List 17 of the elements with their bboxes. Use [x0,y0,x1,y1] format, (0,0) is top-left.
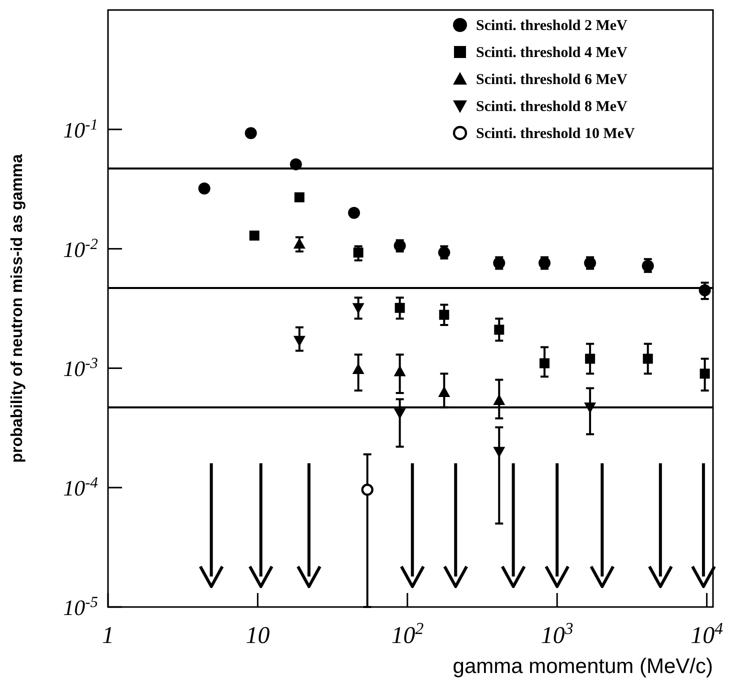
x-tick-label: 10$^{4}$ [690,618,724,649]
x-tick-label: 10$^{2}$ [391,618,424,649]
x-tick-label: 1 [102,623,114,649]
x-tick-label: 10 [246,623,270,649]
legend-label: Scinti. threshold 2 MeV [476,18,628,34]
y-tick-label: 10$^{-2}$ [63,235,98,262]
legend-label: Scinti. threshold 10 MeV [476,126,636,142]
y-tick-label: 10$^{-3}$ [63,354,98,382]
legend-label: Scinti. threshold 8 MeV [476,99,628,115]
legend-label: Scinti. threshold 4 MeV [476,45,628,61]
y-axis-title: probability of neutron miss-id as gamma [9,154,26,463]
x-tick-label: 10$^{3}$ [540,618,574,649]
y-tick-label: 10$^{-1}$ [63,116,98,142]
y-tick-label: 10$^{-4}$ [63,474,98,501]
y-tick-label: 10$^{-5}$ [63,594,98,620]
legend-label: Scinti. threshold 6 MeV [476,72,628,88]
x-axis-title: gamma momentum (MeV/c) [452,655,713,678]
